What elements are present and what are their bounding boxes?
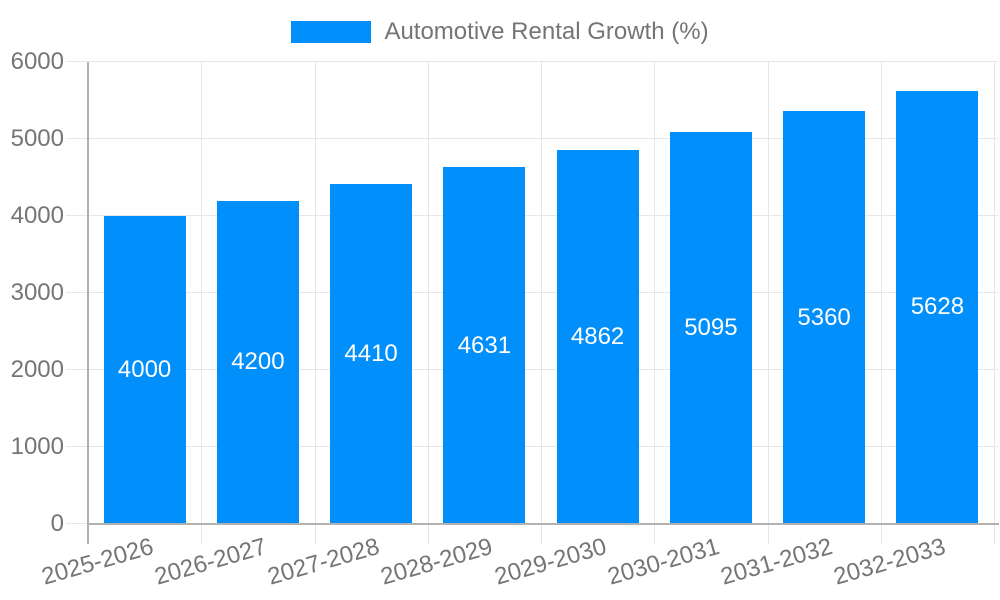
y-tick-label: 1000 xyxy=(10,433,64,460)
x-gridline xyxy=(315,62,316,544)
bar-value-label: 4000 xyxy=(117,356,172,383)
x-gridline xyxy=(768,62,769,544)
x-gridline xyxy=(881,62,882,544)
y-tick xyxy=(66,61,88,62)
y-tick xyxy=(66,446,88,447)
bar-value-label: 4410 xyxy=(344,340,398,368)
y-gridline xyxy=(88,215,998,216)
legend: Automotive Rental Growth (%) xyxy=(0,18,1000,46)
bar xyxy=(783,111,866,524)
y-gridline xyxy=(88,138,998,139)
bar-value-label: 5360 xyxy=(797,303,851,331)
y-tick-label: 3000 xyxy=(10,279,64,306)
bar-value-label: 5628 xyxy=(910,293,965,321)
bar-value-label: 4631 xyxy=(457,331,512,359)
x-gridline xyxy=(201,62,202,544)
bar xyxy=(669,131,752,524)
x-axis-line xyxy=(87,523,999,525)
y-gridline xyxy=(88,446,998,447)
bar xyxy=(103,216,186,524)
y-tick-label: 5000 xyxy=(10,125,64,152)
x-gridline xyxy=(994,62,995,544)
bar xyxy=(896,90,979,524)
y-tick xyxy=(66,369,88,370)
bar-value-label: 5095 xyxy=(684,313,738,341)
legend-swatch xyxy=(291,21,372,43)
x-gridline xyxy=(541,62,542,544)
bar xyxy=(443,167,526,524)
legend-label: Automotive Rental Growth (%) xyxy=(384,18,709,45)
bar-value-label: 4862 xyxy=(570,322,625,350)
y-gridline xyxy=(88,61,998,62)
y-tick-label: 2000 xyxy=(10,356,64,383)
y-tick-label: 4000 xyxy=(10,202,64,229)
y-gridline xyxy=(88,292,998,293)
y-tick xyxy=(66,523,88,524)
bar xyxy=(556,149,639,524)
y-axis-line xyxy=(87,62,89,544)
bar xyxy=(330,184,413,524)
y-tick-label: 6000 xyxy=(10,48,64,75)
bar-value-label: 4200 xyxy=(231,348,285,376)
y-gridline xyxy=(88,369,998,370)
x-gridline xyxy=(428,62,429,544)
y-tick-label: 0 xyxy=(50,510,64,537)
y-tick xyxy=(66,292,88,293)
y-tick xyxy=(66,138,88,139)
y-tick xyxy=(66,215,88,216)
x-gridline xyxy=(654,62,655,544)
bar xyxy=(216,200,299,524)
